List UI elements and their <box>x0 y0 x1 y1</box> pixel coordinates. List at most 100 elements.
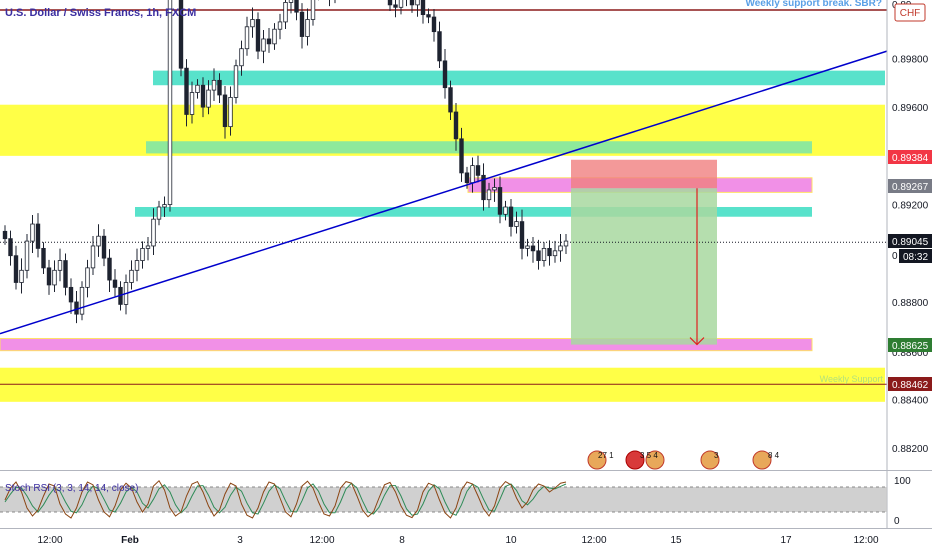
candle-body <box>68 286 74 303</box>
svg-text:3: 3 <box>714 451 719 460</box>
svg-text:3 5 4: 3 5 4 <box>640 451 658 460</box>
time-tick-label: 12:00 <box>309 535 334 546</box>
svg-text:0.89045: 0.89045 <box>892 237 929 248</box>
candle-body <box>211 79 217 91</box>
svg-text:0.89384: 0.89384 <box>892 153 929 164</box>
candle-body <box>492 187 497 191</box>
stoch-k-line <box>4 480 567 519</box>
event-icon-us-3[interactable]: 8 4 <box>752 450 780 470</box>
candle-body <box>79 286 85 315</box>
candle-body <box>129 269 134 283</box>
candle-body <box>277 21 283 30</box>
trendline-layer[interactable] <box>0 50 888 335</box>
candle-body <box>310 0 316 20</box>
candle-body <box>536 250 541 261</box>
candle-body <box>96 235 101 247</box>
price-tick-label: 0.88400 <box>892 395 929 406</box>
candle-body <box>30 223 35 242</box>
candle-body <box>90 245 96 269</box>
stop-price-tag: 0.89384 <box>888 150 932 164</box>
time-tick-label: 15 <box>670 535 682 546</box>
candle-body <box>272 28 277 45</box>
candle-body <box>63 260 68 288</box>
candle-body <box>288 0 294 3</box>
time-axis[interactable]: 12:00 Feb 3 12:00 8 10 12:00 15 17 12:00 <box>37 535 878 546</box>
candle-body <box>228 97 233 128</box>
currency-badge[interactable] <box>894 3 926 22</box>
candle-body <box>52 269 57 286</box>
candle-body <box>558 245 563 252</box>
candle-body <box>2 230 8 240</box>
candle-body <box>255 19 261 52</box>
event-icon-us-1[interactable]: 27 1 <box>587 450 614 470</box>
price-label-under-target: 0.88600 <box>892 348 929 359</box>
price-axis[interactable]: 0.89800 0.89600 0.89200 0.88800 0.88400 0.882… <box>892 54 929 455</box>
candle-body <box>57 260 63 271</box>
weekly-support-note: Weekly Support <box>820 374 884 384</box>
price-tick-label: 0.88800 <box>892 298 929 309</box>
candle-body <box>239 48 244 67</box>
position-tool[interactable] <box>571 159 717 345</box>
candle-body <box>541 247 547 261</box>
svg-text:27 1: 27 1 <box>598 451 614 460</box>
candle-body <box>305 19 310 37</box>
candle-body <box>453 111 459 140</box>
candle-body <box>8 238 13 257</box>
candle-body <box>514 221 519 227</box>
candle-body <box>101 235 107 259</box>
candle-body <box>431 16 437 33</box>
candle-body <box>13 255 19 283</box>
candle-body <box>387 0 393 6</box>
time-tick-label: 3 <box>237 535 243 546</box>
candle-body <box>426 14 431 18</box>
candle-body <box>112 279 118 288</box>
candle-body <box>167 0 173 205</box>
candle-body <box>503 206 508 215</box>
time-tick-label: 10 <box>505 535 517 546</box>
candle-body <box>189 92 195 115</box>
candle-body <box>46 267 52 286</box>
candle-body <box>217 79 222 96</box>
event-icon-us-2[interactable]: 3 <box>700 450 720 470</box>
candle-body <box>151 218 156 247</box>
candle-body <box>134 260 140 271</box>
currency-badge-label: CHF <box>900 8 921 19</box>
stop-loss-box <box>571 159 717 189</box>
candle-body <box>299 11 305 37</box>
candle-body <box>470 165 475 184</box>
candle-body <box>195 84 200 93</box>
candle-body <box>497 187 503 215</box>
candle-body <box>508 206 514 227</box>
time-tick-label: 17 <box>780 535 792 546</box>
candle-body <box>250 19 255 28</box>
zone-cyan-4 <box>135 206 812 217</box>
countdown-tag: 08:32 <box>899 249 932 263</box>
candle-body <box>393 4 398 8</box>
candle-body <box>266 38 272 45</box>
candle-body <box>464 172 470 184</box>
candle-body <box>85 267 90 288</box>
indicator-label: Stoch RSI (3, 3, 14, 14, close) <box>5 483 138 494</box>
weekly-support-break-note: Weekly support break. SBR? <box>745 0 882 9</box>
candle-body <box>35 223 41 249</box>
price-tick-label: 0.89200 <box>892 201 929 212</box>
candle-body <box>552 250 558 257</box>
candle-body <box>294 0 299 13</box>
svg-text:08:32: 08:32 <box>903 252 928 263</box>
ascending-trendline <box>0 50 888 335</box>
event-icon-ch-1[interactable]: 3 5 4 <box>625 450 665 470</box>
arrow-head <box>689 337 705 346</box>
candle-body <box>74 301 79 315</box>
candle-body <box>156 206 162 220</box>
candle-body <box>24 240 30 271</box>
candle-body <box>200 84 206 108</box>
candle-body <box>244 26 250 50</box>
chart-title: U.S. Dollar / Swiss Francs, 1h, FXCM <box>5 7 196 19</box>
time-tick-label: Feb <box>121 535 139 546</box>
candle-body <box>547 247 552 257</box>
candle-body <box>420 0 426 16</box>
time-tick-label: 12:00 <box>853 535 878 546</box>
stoch-level-0: 0 <box>894 516 900 527</box>
candle-body <box>261 38 266 52</box>
